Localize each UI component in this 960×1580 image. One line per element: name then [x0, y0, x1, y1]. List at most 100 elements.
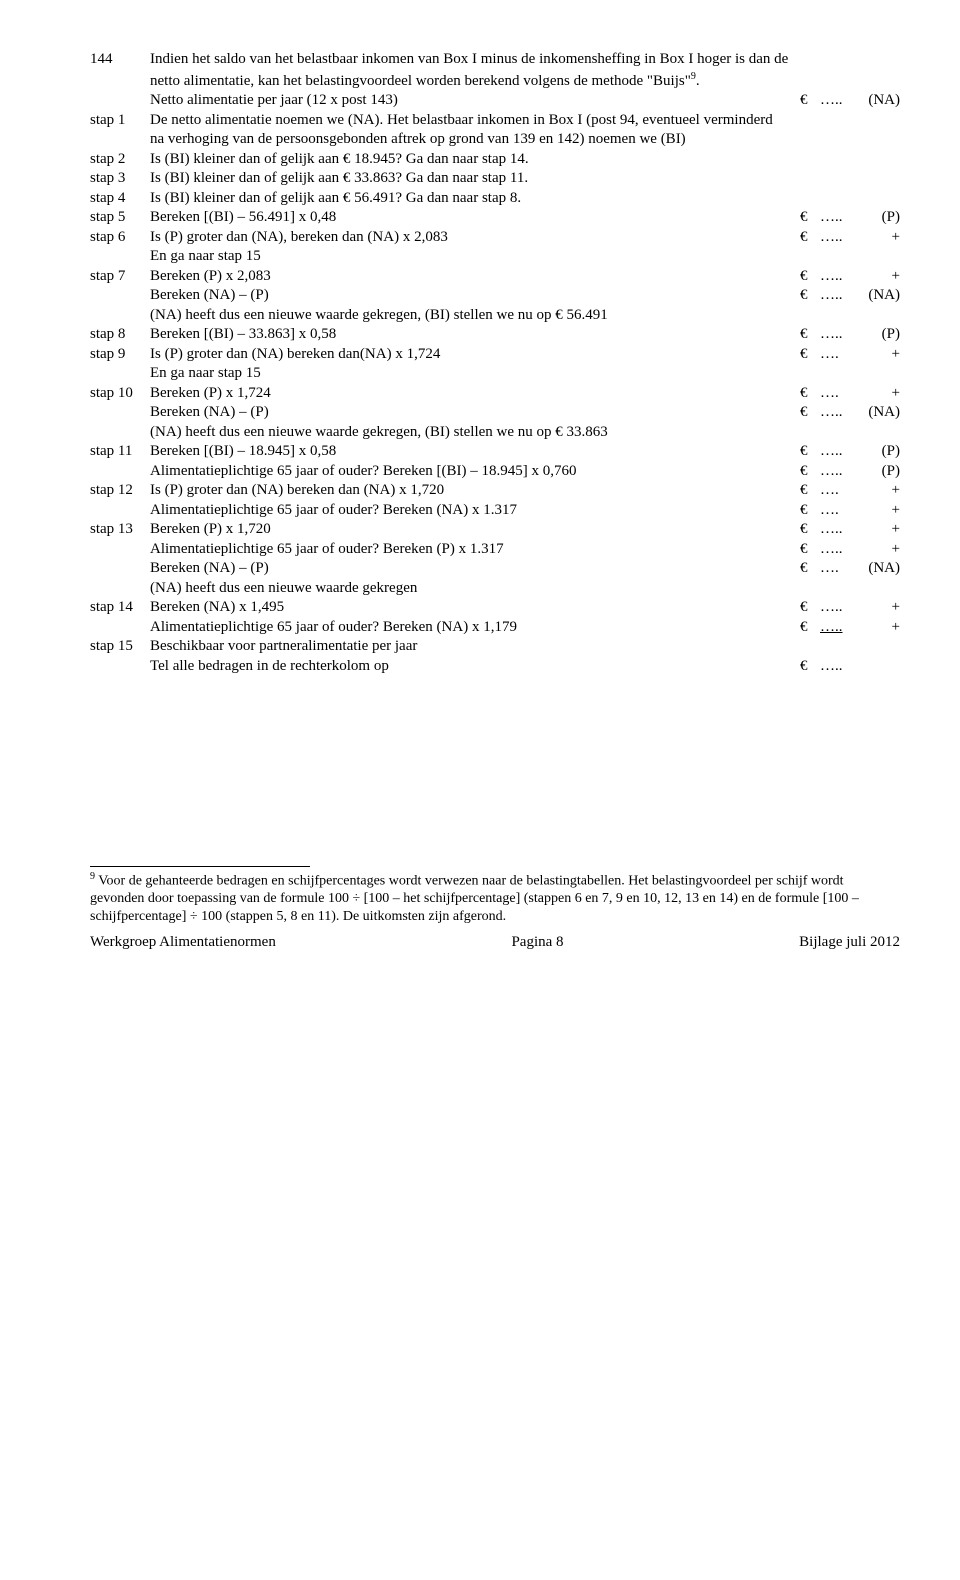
- step-row: 144Indien het saldo van het belastbaar i…: [90, 50, 900, 91]
- footnote: 9 Voor de gehanteerde bedragen en schijf…: [90, 871, 900, 925]
- step-description: Bereken [(BI) – 18.945] x 0,58: [150, 442, 800, 462]
- amount-placeholder: ….: [820, 559, 850, 579]
- row-note: +: [850, 384, 900, 404]
- step-row: stap 6Is (P) groter dan (NA), bereken da…: [90, 228, 900, 248]
- step-row: stap 1De netto alimentatie noemen we (NA…: [90, 111, 900, 150]
- step-description: De netto alimentatie noemen we (NA). Het…: [150, 111, 800, 150]
- step-row: Alimentatieplichtige 65 jaar of ouder? B…: [90, 462, 900, 482]
- amount-placeholder: …..: [820, 91, 850, 111]
- step-row: En ga naar stap 15: [90, 364, 900, 384]
- step-row: stap 14Bereken (NA) x 1,495€…..+: [90, 598, 900, 618]
- footnote-text: Voor de gehanteerde bedragen en schijfpe…: [90, 874, 859, 924]
- euro-symbol: €: [800, 267, 820, 287]
- step-row: stap 2Is (BI) kleiner dan of gelijk aan …: [90, 150, 900, 170]
- euro-symbol: €: [800, 501, 820, 521]
- step-description: En ga naar stap 15: [150, 247, 800, 267]
- step-description: Alimentatieplichtige 65 jaar of ouder? B…: [150, 501, 800, 521]
- step-description: (NA) heeft dus een nieuwe waarde gekrege…: [150, 579, 800, 599]
- euro-symbol: €: [800, 618, 820, 638]
- euro-symbol: €: [800, 442, 820, 462]
- euro-symbol: €: [800, 481, 820, 501]
- row-note: +: [850, 228, 900, 248]
- amount-placeholder: ….: [820, 345, 850, 365]
- page-footer: Werkgroep Alimentatienormen Pagina 8 Bij…: [90, 933, 900, 953]
- amount-placeholder: …..: [820, 598, 850, 618]
- step-row: stap 15Beschikbaar voor partneralimentat…: [90, 637, 900, 657]
- step-row: (NA) heeft dus een nieuwe waarde gekrege…: [90, 306, 900, 326]
- step-label: 144: [90, 50, 150, 70]
- step-description: Indien het saldo van het belastbaar inko…: [150, 50, 800, 91]
- step-description: Tel alle bedragen in de rechterkolom op: [150, 657, 800, 677]
- row-note: (P): [850, 208, 900, 228]
- step-label: stap 12: [90, 481, 150, 501]
- row-note: (P): [850, 462, 900, 482]
- step-description: Alimentatieplichtige 65 jaar of ouder? B…: [150, 462, 800, 482]
- step-row: Bereken (NA) – (P)€…..(NA): [90, 403, 900, 423]
- step-row: (NA) heeft dus een nieuwe waarde gekrege…: [90, 579, 900, 599]
- step-label: stap 14: [90, 598, 150, 618]
- step-description: Is (BI) kleiner dan of gelijk aan € 33.8…: [150, 169, 800, 189]
- step-description: Bereken (NA) – (P): [150, 559, 800, 579]
- step-label: stap 3: [90, 169, 150, 189]
- step-row: Alimentatieplichtige 65 jaar of ouder? B…: [90, 618, 900, 638]
- step-description: Bereken (P) x 2,083: [150, 267, 800, 287]
- step-label: stap 10: [90, 384, 150, 404]
- amount-placeholder: …..: [820, 520, 850, 540]
- footer-left: Werkgroep Alimentatienormen: [90, 933, 276, 953]
- step-description: Bereken (NA) x 1,495: [150, 598, 800, 618]
- step-row: stap 10Bereken (P) x 1,724€….+: [90, 384, 900, 404]
- step-description: Is (P) groter dan (NA), bereken dan (NA)…: [150, 228, 800, 248]
- row-note: (P): [850, 325, 900, 345]
- step-row: stap 7Bereken (P) x 2,083€…..+: [90, 267, 900, 287]
- step-description: Netto alimentatie per jaar (12 x post 14…: [150, 91, 800, 111]
- amount-placeholder: …..: [820, 267, 850, 287]
- step-row: stap 9Is (P) groter dan (NA) bereken dan…: [90, 345, 900, 365]
- step-description: (NA) heeft dus een nieuwe waarde gekrege…: [150, 423, 800, 443]
- amount-placeholder: …..: [820, 657, 850, 677]
- step-description: Bereken [(BI) – 33.863] x 0,58: [150, 325, 800, 345]
- amount-placeholder: …..: [820, 403, 850, 423]
- row-note: +: [850, 540, 900, 560]
- row-note: +: [850, 267, 900, 287]
- step-label: stap 7: [90, 267, 150, 287]
- euro-symbol: €: [800, 540, 820, 560]
- row-note: (NA): [850, 286, 900, 306]
- step-label: stap 11: [90, 442, 150, 462]
- step-description: Bereken (NA) – (P): [150, 403, 800, 423]
- euro-symbol: €: [800, 345, 820, 365]
- footnote-separator: [90, 866, 900, 867]
- euro-symbol: €: [800, 208, 820, 228]
- step-description: Bereken (P) x 1,724: [150, 384, 800, 404]
- step-row: stap 8Bereken [(BI) – 33.863] x 0,58€…..…: [90, 325, 900, 345]
- step-row: stap 3Is (BI) kleiner dan of gelijk aan …: [90, 169, 900, 189]
- step-row: stap 11Bereken [(BI) – 18.945] x 0,58€….…: [90, 442, 900, 462]
- euro-symbol: €: [800, 286, 820, 306]
- row-note: +: [850, 345, 900, 365]
- step-row: Tel alle bedragen in de rechterkolom op€…: [90, 657, 900, 677]
- euro-symbol: €: [800, 657, 820, 677]
- step-label: stap 13: [90, 520, 150, 540]
- step-description: Bereken (P) x 1,720: [150, 520, 800, 540]
- amount-placeholder: ….: [820, 384, 850, 404]
- step-description: Is (BI) kleiner dan of gelijk aan € 18.9…: [150, 150, 800, 170]
- step-label: stap 6: [90, 228, 150, 248]
- row-note: (NA): [850, 91, 900, 111]
- step-description: Bereken (NA) – (P): [150, 286, 800, 306]
- amount-placeholder: …..: [820, 540, 850, 560]
- row-note: (P): [850, 442, 900, 462]
- step-description: Alimentatieplichtige 65 jaar of ouder? B…: [150, 618, 800, 638]
- step-row: stap 13Bereken (P) x 1,720€…..+: [90, 520, 900, 540]
- amount-placeholder: …..: [820, 208, 850, 228]
- euro-symbol: €: [800, 91, 820, 111]
- step-label: stap 5: [90, 208, 150, 228]
- amount-placeholder: …..: [820, 286, 850, 306]
- footer-right: Bijlage juli 2012: [799, 933, 900, 953]
- row-note: +: [850, 520, 900, 540]
- euro-symbol: €: [800, 598, 820, 618]
- step-label: stap 1: [90, 111, 150, 131]
- row-note: (NA): [850, 559, 900, 579]
- amount-placeholder: …..: [820, 325, 850, 345]
- row-note: +: [850, 501, 900, 521]
- step-row: Bereken (NA) – (P)€….(NA): [90, 559, 900, 579]
- step-row: stap 12Is (P) groter dan (NA) bereken da…: [90, 481, 900, 501]
